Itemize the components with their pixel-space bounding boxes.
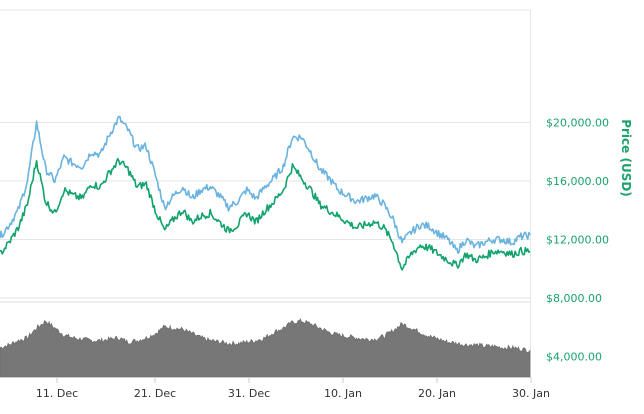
series-line-lower bbox=[0, 157, 531, 271]
volume-series bbox=[0, 318, 531, 378]
x-tick-label: 20. Jan bbox=[418, 387, 456, 400]
series-lines bbox=[0, 115, 531, 271]
y-tick-label: $4,000.00 bbox=[546, 351, 602, 364]
x-tick-label: 31. Dec bbox=[228, 387, 270, 400]
y-tick-label: $20,000.00 bbox=[546, 117, 609, 130]
series-line-upper bbox=[0, 115, 531, 255]
x-tick-label: 11. Dec bbox=[36, 387, 78, 400]
x-tick-label: 10. Jan bbox=[324, 387, 362, 400]
x-tick-label: 21. Dec bbox=[134, 387, 176, 400]
grid-lines bbox=[0, 9, 531, 377]
y-axis: $4,000.00 $8,000.00 $12,000.00 $16,000.00 $2… bbox=[546, 117, 609, 364]
x-axis: 11. Dec 21. Dec 31. Dec 10. Jan 20. Jan 30. J… bbox=[0, 377, 550, 400]
y-axis-title: Price (USD) bbox=[619, 119, 633, 197]
y-tick-label: $12,000.00 bbox=[546, 234, 609, 247]
y-tick-label: $8,000.00 bbox=[546, 292, 602, 305]
x-tick-label: 30. Jan bbox=[512, 387, 550, 400]
volume-area bbox=[0, 318, 531, 378]
y-tick-label: $16,000.00 bbox=[546, 175, 609, 188]
